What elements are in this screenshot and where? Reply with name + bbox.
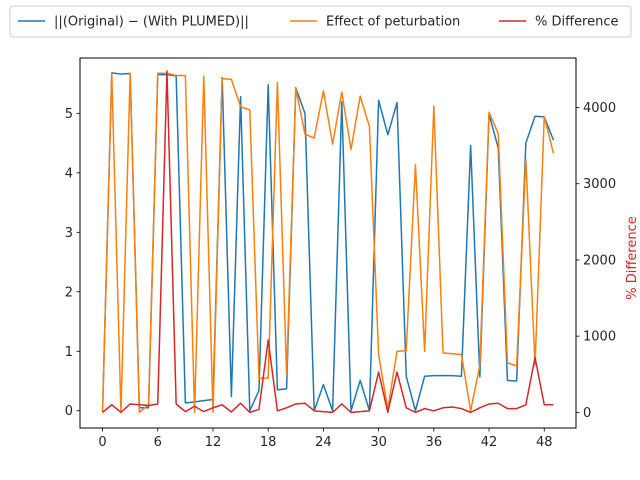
y-left-tick-label: 4 — [65, 166, 73, 181]
series-line-percent-difference — [102, 70, 554, 414]
plot-area — [101, 70, 555, 414]
y-axis-right: 0 1000 2000 3000 4000 — [576, 101, 616, 421]
x-tick-label: 12 — [205, 435, 222, 450]
legend-label-norm: ||(Original) − (With PLUMED)|| — [54, 15, 249, 30]
x-axis: 0 6 12 18 24 30 36 42 48 — [98, 428, 553, 450]
legend-label-perturbation: Effect of peturbation — [326, 15, 460, 30]
plot-frame — [79, 57, 577, 429]
x-tick-label: 24 — [315, 435, 332, 450]
x-tick-label: 6 — [154, 435, 162, 450]
legend: ||(Original) − (With PLUMED)|| Effect of… — [9, 5, 632, 38]
y-left-tick-label: 3 — [65, 226, 73, 241]
y-right-tick-label: 0 — [583, 406, 591, 421]
y-left-tick-label: 0 — [65, 404, 73, 419]
y-left-tick-label: 1 — [65, 345, 73, 360]
series-line-norm — [101, 72, 555, 412]
y-axis-left: 0 1 2 3 4 5 — [65, 107, 80, 419]
x-tick-label: 0 — [98, 435, 106, 450]
y-left-tick-label: 2 — [65, 285, 73, 300]
y-right-tick-label: 4000 — [583, 101, 616, 116]
y-right-tick-label: 2000 — [583, 253, 616, 268]
x-tick-label: 42 — [481, 435, 498, 450]
y-right-tick-label: 3000 — [583, 177, 616, 192]
x-tick-label: 36 — [426, 435, 443, 450]
legend-frame — [9, 5, 632, 38]
x-tick-label: 18 — [260, 435, 277, 450]
legend-label-percent-difference: % Difference — [535, 15, 619, 30]
y-axis-right-title: % Difference — [625, 216, 640, 300]
series-line-perturbation — [101, 72, 555, 414]
y-right-tick-label: 1000 — [583, 330, 616, 345]
x-tick-label: 48 — [536, 435, 553, 450]
x-tick-label: 30 — [370, 435, 387, 450]
y-left-tick-label: 5 — [65, 107, 73, 122]
